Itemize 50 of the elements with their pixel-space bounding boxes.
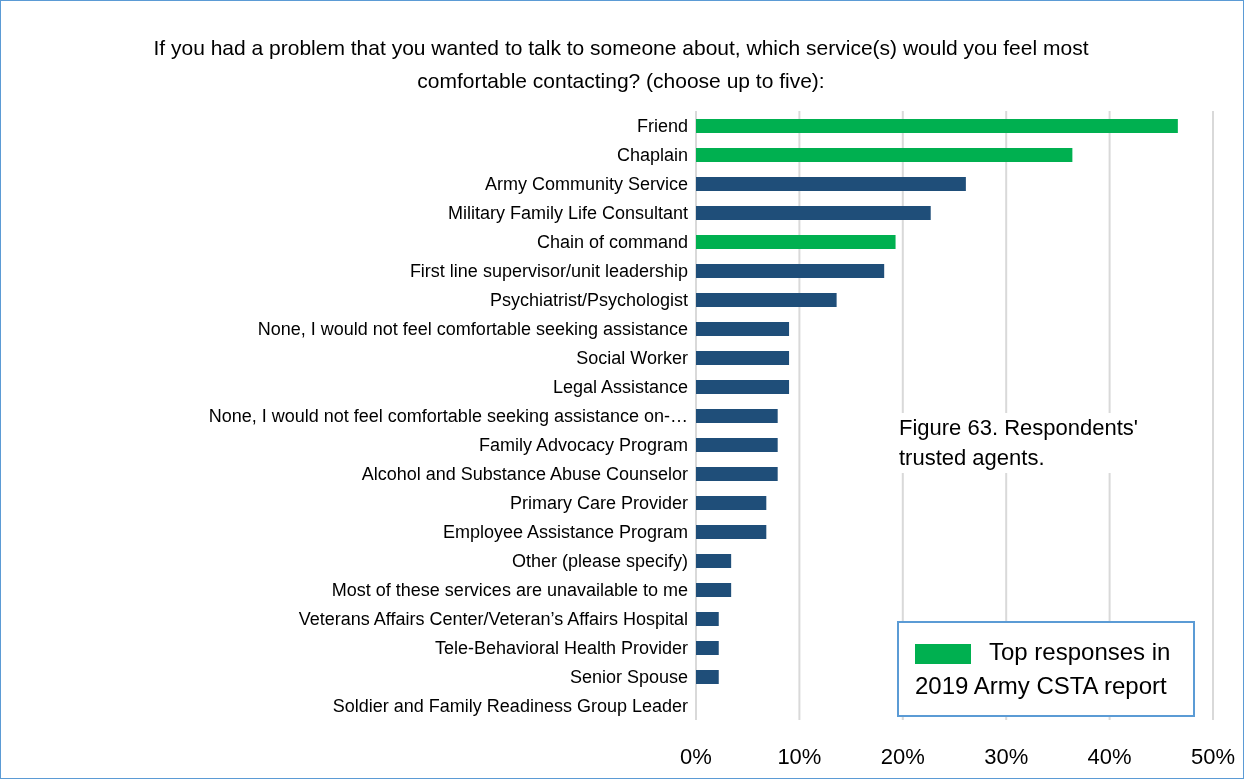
y-tick-label: Primary Care Provider xyxy=(509,492,688,513)
bar xyxy=(696,148,1073,162)
bar xyxy=(696,409,778,423)
y-tick-label: Alcohol and Substance Abuse Counselor xyxy=(361,463,688,484)
y-tick-label: Friend xyxy=(636,115,688,136)
y-tick-label: Chaplain xyxy=(616,144,688,165)
y-tick-label: Most of these services are unavailable to me xyxy=(331,579,688,600)
bar xyxy=(696,670,719,684)
y-tick-label: Military Family Life Consultant xyxy=(447,202,688,223)
y-tick-label: Social Worker xyxy=(576,347,688,368)
bar xyxy=(696,438,778,452)
x-tick-label: 50% xyxy=(1190,743,1236,769)
y-tick-label: First line supervisor/unit leadership xyxy=(409,260,688,281)
x-tick-label: 10% xyxy=(777,743,822,769)
y-tick-label: Psychiatrist/Psychologist xyxy=(489,289,688,310)
bar xyxy=(696,235,896,249)
y-tick-label: Veterans Affairs Center/Veteran’s Affairs Hospital xyxy=(298,608,688,629)
annotation: Figure 63. Respondents' trusted agents. xyxy=(899,413,1199,473)
y-tick-label: None, I would not feel comfortable seeking assistance xyxy=(257,318,688,339)
bar xyxy=(696,554,732,568)
bar xyxy=(696,351,790,365)
bar xyxy=(696,612,719,626)
y-tick-label: Other (please specify) xyxy=(511,550,688,571)
y-tick-label: None, I would not feel comfortable seeking assistance on-… xyxy=(208,405,688,426)
y-tick-label: Soldier and Family Readiness Group Leader xyxy=(332,695,688,716)
chart-title: If you had a problem that you wanted to talk to someone about, which service(s) would you feel most comfortable contacting? (choose up to five): xyxy=(152,35,1090,94)
bar xyxy=(696,177,966,191)
bar xyxy=(696,293,837,307)
x-tick-label: 0% xyxy=(680,743,712,769)
y-tick-label: Tele-Behavioral Health Provider xyxy=(434,637,689,658)
y-tick-label: Employee Assistance Program xyxy=(442,521,688,542)
y-tick-label: Legal Assistance xyxy=(552,376,688,397)
bar xyxy=(696,525,767,539)
bar xyxy=(696,496,767,510)
bar xyxy=(696,119,1178,133)
bar xyxy=(696,380,790,394)
x-tick-label: 30% xyxy=(984,743,1029,769)
y-tick-label: Army Community Service xyxy=(484,173,688,194)
x-tick-label: 40% xyxy=(1087,743,1132,769)
bar xyxy=(696,583,732,597)
bar xyxy=(696,206,931,220)
bar xyxy=(696,322,790,336)
bar xyxy=(696,264,885,278)
legend-label: Top responses in 2019 Army CSTA report xyxy=(915,637,1172,701)
x-tick-label: 20% xyxy=(880,743,925,769)
bar xyxy=(696,641,719,655)
y-tick-label: Family Advocacy Program xyxy=(478,434,688,455)
bar xyxy=(696,467,778,481)
y-tick-label: Senior Spouse xyxy=(569,666,688,687)
y-tick-label: Chain of command xyxy=(536,231,688,252)
